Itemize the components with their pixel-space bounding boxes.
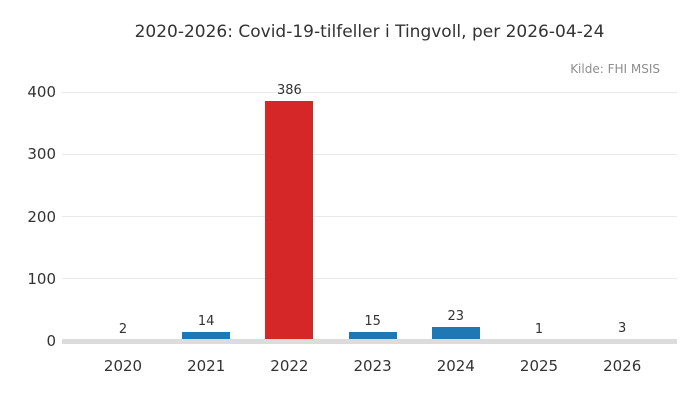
gridline-y200 xyxy=(62,216,677,217)
bar-2024 xyxy=(431,326,480,341)
bar-2023 xyxy=(348,331,397,341)
bar-value-label-2025: 1 xyxy=(534,322,544,338)
gridline-y100 xyxy=(62,278,677,280)
source-label: Kilde: FHI MSIS xyxy=(570,62,660,76)
x-axis-tick-label-2021: 2021 xyxy=(187,357,226,375)
bar-value-label-2023: 15 xyxy=(364,313,381,329)
x-axis-tick-label-2026: 2026 xyxy=(603,357,642,375)
y-axis-tick-label: 300 xyxy=(27,145,56,164)
x-axis-tick-label-2023: 2023 xyxy=(353,357,392,375)
y-axis-tick-label: 0 xyxy=(46,332,56,350)
x-axis-baseline xyxy=(62,338,677,344)
x-axis-tick-label-2022: 2022 xyxy=(270,357,309,375)
x-axis-tick-label-2025: 2025 xyxy=(519,357,559,375)
x-axis-tick-label-2024: 2024 xyxy=(436,357,475,375)
gridline-y400 xyxy=(62,91,677,93)
bar-2021 xyxy=(182,332,231,341)
gridline-y300 xyxy=(62,153,677,155)
bar-value-label-2021: 14 xyxy=(197,314,215,330)
bar-value-label-2020: 2 xyxy=(118,321,128,337)
bar-value-label-2022: 386 xyxy=(276,82,302,98)
x-axis-tick-label-2020: 2020 xyxy=(103,357,143,375)
y-axis-tick-label: 100 xyxy=(27,269,56,288)
y-axis-tick-label: 400 xyxy=(27,83,56,101)
bar-2022 xyxy=(265,100,314,341)
bar-value-label-2026: 3 xyxy=(618,321,627,337)
bar-value-label-2024: 23 xyxy=(447,308,465,324)
y-axis-tick-label: 200 xyxy=(27,207,56,226)
chart-title: 2020-2026: Covid-19-tilfeller i Tingvoll… xyxy=(134,22,605,42)
